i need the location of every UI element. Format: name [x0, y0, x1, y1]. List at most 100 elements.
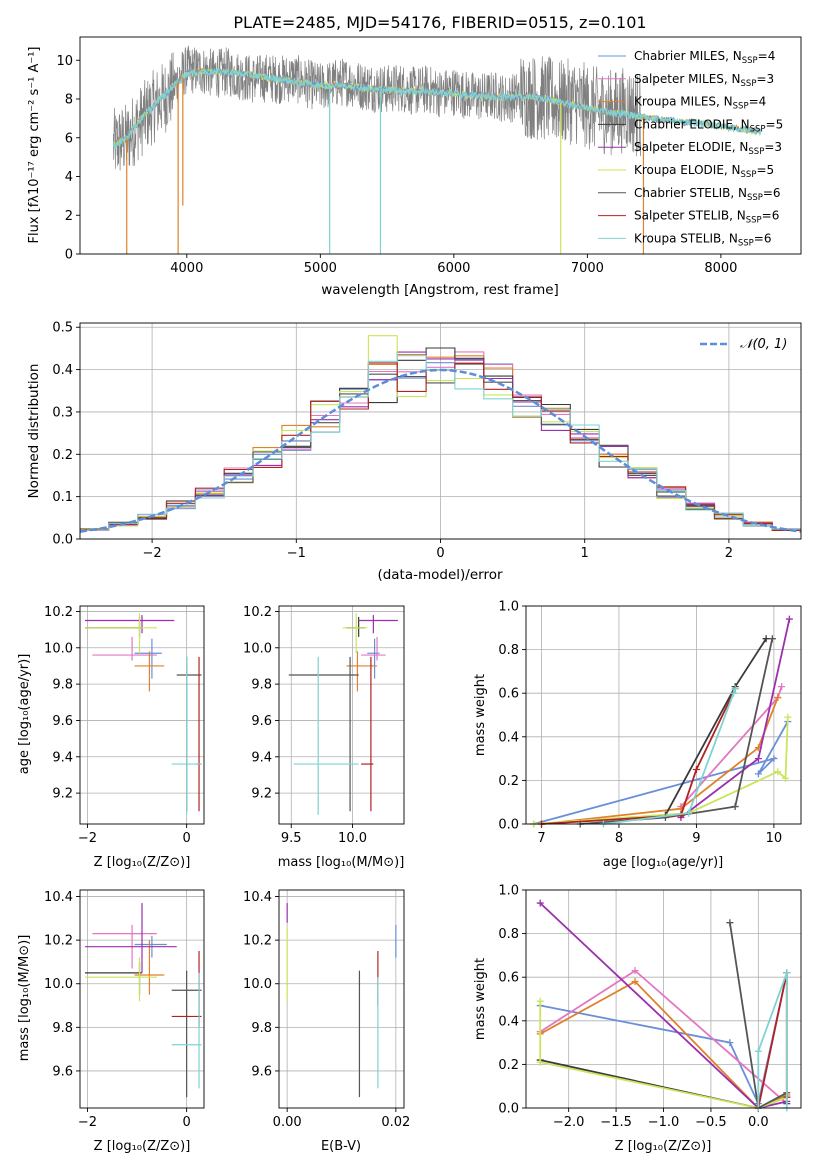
legend-label-value: =3: [756, 72, 774, 86]
spectrum-xlabel: wavelength [Angstrom, rest frame]: [321, 282, 559, 298]
x-tick-label: 6000: [437, 261, 470, 276]
weight-series: [677, 615, 793, 821]
spectrum-ylabel: Flux [fλ10⁻¹⁷ erg cm⁻² s⁻¹ A⁻¹]: [27, 47, 42, 244]
legend-label: Salpeter MILES, NSSP=3: [634, 72, 774, 89]
y-tick-label: 10.2: [243, 605, 272, 620]
legend-label-text: Chabrier MILES, N: [634, 49, 742, 63]
legend-label: Kroupa MILES, NSSP=4: [634, 95, 766, 112]
y-tick-label: 2: [65, 209, 73, 224]
x-tick-label: 8: [615, 831, 623, 846]
axes-frame: [79, 605, 205, 825]
y-tick-label: 0.8: [498, 927, 519, 942]
weight-series-line: [541, 688, 737, 825]
weights-vs-age-ylabel: mass weight: [473, 674, 488, 756]
y-tick-label: 9.6: [52, 714, 73, 729]
y-tick-label: 10.4: [243, 890, 272, 905]
y-tick-label: 10.0: [243, 977, 272, 992]
x-tick-label: 0.00: [273, 1115, 302, 1130]
x-tick-label: 5000: [304, 261, 337, 276]
weight-point-marker: [762, 635, 770, 643]
weight-point-marker: [754, 755, 762, 763]
y-tick-label: 0: [65, 248, 73, 263]
x-tick-label: −1.0: [648, 1115, 680, 1130]
axes-frame: [278, 605, 405, 825]
x-tick-label: −0.5: [695, 1115, 727, 1130]
weight-point-marker: [631, 978, 639, 986]
weight-point-marker: [726, 919, 734, 927]
legend-label: Kroupa STELIB, NSSP=6: [634, 231, 772, 248]
gaussian-curve-line: [79, 368, 802, 533]
x-tick-label: 7: [537, 831, 545, 846]
errorbar-point: [361, 656, 374, 812]
legend-label-value: =5: [766, 117, 784, 131]
x-tick-label: 1: [581, 546, 589, 561]
axes-frame: [525, 605, 802, 825]
legend-label: Salpeter STELIB, NSSP=6: [634, 209, 779, 226]
y-tick-label: 4: [65, 170, 73, 185]
y-tick-label: 9.8: [251, 678, 272, 693]
weight-point-marker: [536, 997, 544, 1005]
x-tick-label: −2: [78, 1115, 97, 1130]
weight-series-line: [539, 980, 788, 1110]
legend-label-subscript: SSP: [741, 79, 757, 89]
y-tick-label: 8: [65, 93, 73, 108]
weight-point-marker: [754, 770, 762, 778]
weight-point-marker: [631, 967, 639, 975]
errorbar-point: [84, 957, 157, 1002]
model-spectrum: [112, 66, 762, 254]
weight-point-marker: [774, 694, 782, 702]
x-tick-label: 9: [692, 831, 700, 846]
legend-label-subscript: SSP: [741, 170, 757, 180]
errorbar-point: [92, 636, 157, 661]
y-tick-label: 9.4: [251, 750, 272, 765]
age-vs-mass-xlabel: mass [log₁₀(M/M⊙)]: [278, 855, 405, 870]
residuals-axes-frame: [79, 322, 802, 540]
legend-label-subscript: SSP: [742, 56, 758, 66]
y-tick-label: 0.6: [498, 971, 519, 986]
weights-vs-Z-xlabel: Z [log₁₀(Z/Z⊙)]: [615, 1139, 712, 1154]
legend-label-value: =6: [762, 209, 780, 223]
mass-vs-ebv-xlabel: E(B-V): [321, 1139, 361, 1154]
y-tick-label: 1.0: [498, 884, 519, 899]
weight-series-line: [539, 1001, 788, 1109]
legend-label-subscript: SSP: [746, 216, 762, 226]
y-tick-label: 9.4: [52, 750, 73, 765]
y-tick-label: 0.8: [498, 643, 519, 658]
legend-label-text: Kroupa STELIB, N: [634, 231, 738, 245]
errorbar-point: [288, 656, 359, 812]
legend-label-text: Chabrier STELIB, N: [634, 186, 747, 200]
y-tick-label: 9.8: [52, 1021, 73, 1036]
spectrum-axes-frame: [79, 36, 802, 255]
legend-label-text: Kroupa ELODIE, N: [634, 163, 741, 177]
y-tick-label: 1.0: [498, 600, 519, 615]
y-tick-label: 0.2: [498, 1058, 519, 1073]
errorbar-point: [171, 972, 202, 1089]
y-tick-label: 10.0: [243, 641, 272, 656]
legend-label-subscript: SSP: [733, 102, 749, 112]
y-tick-label: 10: [56, 54, 73, 69]
legend-label-text: Chabrier ELODIE, N: [634, 117, 750, 131]
errorbar-point: [342, 613, 368, 654]
legend-label: Chabrier ELODIE, NSSP=5: [634, 117, 783, 134]
weight-point-marker: [731, 803, 739, 811]
weight-series-line: [533, 721, 789, 825]
y-tick-label: 0.0: [52, 533, 73, 548]
gaussian-curve: [79, 368, 802, 533]
residuals-xlabel: (data-model)/error: [377, 567, 503, 583]
legend-label-text: Salpeter MILES, N: [634, 72, 741, 86]
legend-label: Kroupa ELODIE, NSSP=5: [634, 163, 774, 180]
x-tick-label: 7000: [571, 261, 604, 276]
observed-spectrum-line: [113, 45, 642, 171]
y-tick-label: 0.0: [498, 1102, 519, 1117]
weight-point-marker: [661, 813, 669, 821]
y-tick-label: 0.2: [52, 448, 73, 463]
weight-point-marker: [770, 755, 778, 763]
gaussian-legend-label: 𝒩(0, 1): [740, 337, 787, 352]
x-tick-label: 2: [725, 546, 733, 561]
x-tick-label: −1.5: [600, 1115, 632, 1130]
axes-frame: [79, 889, 205, 1109]
legend-label-value: =4: [749, 95, 767, 109]
legend-label-subscript: SSP: [748, 147, 764, 157]
weight-point-marker: [731, 685, 739, 693]
